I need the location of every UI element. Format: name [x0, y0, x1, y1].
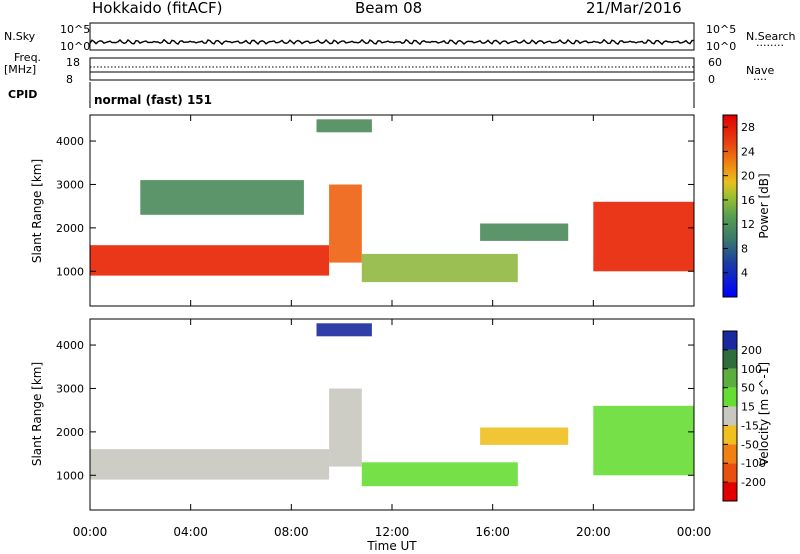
noise-trace-line: [89, 38, 695, 46]
velocity-colorbar-tick-label: -200: [741, 476, 766, 489]
freq-label: Freq.: [14, 51, 42, 64]
velocity-colorbar-segment: [723, 482, 737, 501]
power-echoes: [90, 119, 694, 283]
y-tick-label: 2000: [56, 426, 84, 439]
power-colorbar-tick-label: 8: [741, 242, 748, 255]
echo-region: [316, 323, 372, 337]
freq-tick-right-top: 60: [708, 56, 722, 69]
y-tick-label: 3000: [56, 178, 84, 191]
y-tick-label: 1000: [56, 265, 84, 278]
x-tick-label: 12:00: [375, 525, 410, 539]
velocity-colorbar-frame: [722, 330, 738, 502]
velocity-y-axis: 1000 2000 3000 4000: [56, 339, 694, 482]
power-colorbar-tick-label: 16: [741, 194, 755, 207]
power-colorbar-tick-label: 28: [741, 121, 755, 134]
velocity-colorbar-segment: [723, 331, 737, 350]
nave-label: Nave: [746, 64, 775, 77]
echo-region: [593, 405, 694, 476]
power-colorbar-label: Power [dB]: [757, 173, 771, 238]
nave-dots: ....: [753, 70, 767, 83]
velocity-colorbar-segment: [723, 368, 737, 388]
freq-panel: [89, 57, 695, 81]
velocity-colorbar-tick-label: 50: [741, 382, 755, 395]
velocity-colorbar-tick-label: -50: [741, 438, 759, 451]
y-tick-label: 1000: [56, 469, 84, 482]
power-colorbar-tick-label: 12: [741, 218, 755, 231]
cpid-label: CPID: [8, 88, 38, 101]
velocity-ylabel: Slant Range [km]: [30, 362, 44, 466]
power-colorbar-tick-label: 4: [741, 267, 748, 280]
velocity-colorbar-segment: [723, 406, 737, 426]
freq-tick-left-bottom: 8: [66, 73, 73, 86]
echo-region: [90, 245, 330, 276]
noise-panel: [89, 22, 695, 51]
velocity-colorbar-tick-label: 200: [741, 344, 762, 357]
echo-region: [316, 119, 372, 133]
velocity-colorbar-segment: [723, 444, 737, 464]
y-tick-label: 4000: [56, 339, 84, 352]
velocity-colorbar-tick-label: -15: [741, 419, 759, 432]
time-x-axis: 00:00 04:00 08:00 12:00 16:00 20:00 00:00: [73, 115, 712, 539]
noise-tick-right-top: 10^5: [706, 23, 736, 36]
power-y-axis: 1000 2000 3000 4000: [56, 135, 694, 278]
velocity-colorbar-label: Velocity [m s^-1]: [757, 362, 771, 466]
velocity-colorbar-segment: [723, 463, 737, 483]
noise-tick-left-top: 10^5: [60, 23, 90, 36]
y-tick-label: 3000: [56, 382, 84, 395]
velocity-colorbar-tick-label: 100: [741, 363, 762, 376]
power-colorbar-ticks: 4 8 12 16 20 24 28: [723, 121, 755, 280]
date-label: 21/Mar/2016: [586, 0, 682, 17]
freq-tick-right-bottom: 0: [708, 73, 715, 86]
velocity-colorbar-tick-label: -100: [741, 457, 766, 470]
velocity-colorbar-tick-label: 15: [741, 401, 755, 414]
x-tick-label: 00:00: [677, 525, 712, 539]
y-tick-label: 4000: [56, 135, 84, 148]
noise-trace: [89, 38, 695, 46]
x-tick-label: 08:00: [274, 525, 309, 539]
time-xlabel: Time UT: [366, 539, 417, 553]
x-tick-label: 04:00: [173, 525, 208, 539]
x-tick-label: 00:00: [73, 525, 108, 539]
echo-region: [329, 388, 362, 467]
power-colorbar: [722, 114, 738, 298]
nsearch-label: N.Search: [746, 30, 796, 43]
echo-region: [361, 253, 518, 283]
nsearch-dots: ........: [756, 36, 784, 49]
power-ylabel: Slant Range [km]: [30, 159, 44, 263]
power-colorbar-tick-label: 24: [741, 145, 755, 158]
beam-label: Beam 08: [355, 0, 423, 17]
noise-tick-left-bottom: 10^0: [60, 40, 90, 53]
echo-region: [593, 201, 694, 272]
x-tick-label: 20:00: [576, 525, 611, 539]
nsky-label: N.Sky: [4, 30, 36, 43]
cpid-text: normal (fast) 151: [94, 93, 212, 107]
x-tick-label: 16:00: [475, 525, 510, 539]
echo-region: [140, 180, 304, 215]
echo-region: [480, 427, 569, 445]
noise-tick-right-bottom: 10^0: [706, 40, 736, 53]
echo-region: [480, 223, 569, 241]
velocity-colorbar-segment: [723, 349, 737, 369]
freq-tick-left-top: 18: [66, 56, 80, 69]
radar-title: Hokkaido (fitACF): [92, 0, 223, 17]
y-tick-label: 2000: [56, 222, 84, 235]
echo-region: [90, 449, 330, 480]
velocity-colorbar-segment: [723, 387, 737, 407]
echo-region: [329, 184, 362, 263]
velocity-colorbar: 200 100 50 15 -15 -50 -100 -200: [722, 330, 766, 502]
freq-unit-label: [MHz]: [4, 63, 37, 76]
power-colorbar-tick-label: 20: [741, 170, 755, 183]
velocity-echoes: [90, 323, 694, 487]
velocity-colorbar-segment: [723, 425, 737, 445]
echo-region: [361, 462, 518, 487]
